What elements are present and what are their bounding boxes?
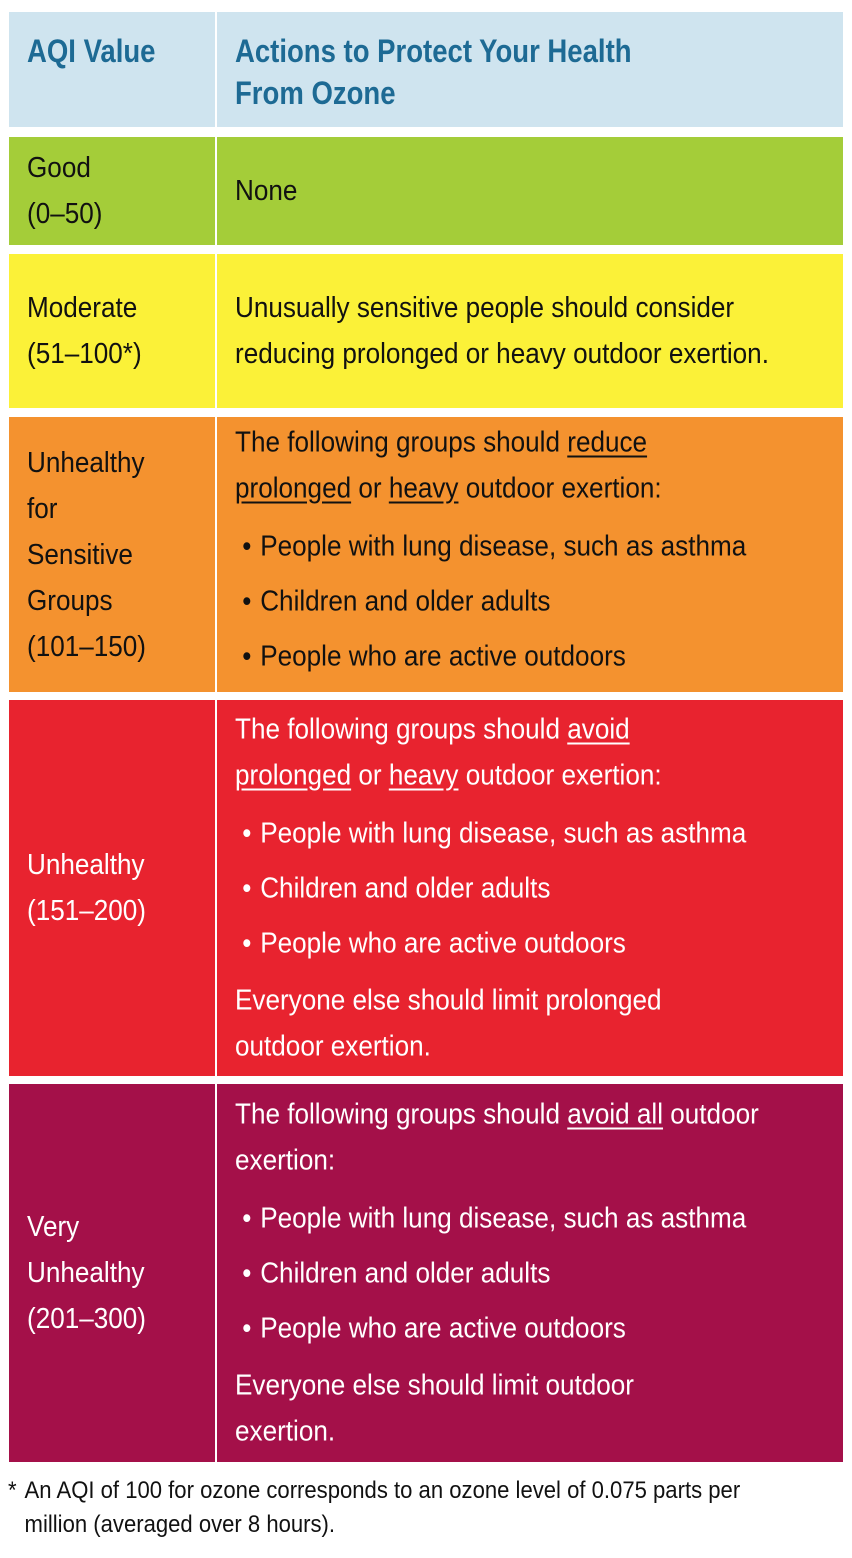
intro-text: outdoor exertion: — [235, 1098, 759, 1177]
table-row-unhealthy-sensitive: Unhealthy for Sensitive Groups (101–150)… — [9, 417, 843, 692]
aqi-level-name-line2: Unhealthy — [27, 1257, 145, 1289]
table-row-moderate: Moderate (51–100*) Unusually sensitive p… — [9, 254, 843, 408]
header-actions-line2: From Ozone — [235, 75, 396, 111]
sensitive-groups-list: People with lung disease, such as asthma… — [235, 807, 779, 972]
header-actions-line1: Actions to Protect Your Health — [235, 33, 632, 69]
action-intro: The following groups should avoid all ou… — [235, 1092, 775, 1184]
table-row-very-unhealthy: Very Unhealthy (201–300) The following g… — [9, 1084, 843, 1462]
intro-text: outdoor exertion: — [458, 759, 662, 792]
header-cell-aqi-value: AQI Value — [9, 12, 215, 127]
intro-text: The following groups should — [235, 1098, 568, 1131]
intro-underlined-intensity: heavy — [388, 759, 459, 792]
aqi-level-range: (0–50) — [27, 198, 103, 230]
aqi-ozone-table: AQI Value Actions to Protect Your Health… — [9, 12, 843, 1462]
action-cell-good: None — [217, 137, 843, 245]
list-item: People with lung disease, such as asthma — [260, 1192, 778, 1247]
intro-underlined-action: avoid all — [567, 1098, 664, 1131]
action-closing: Everyone else should limit outdoor exert… — [235, 1369, 634, 1448]
table-row-unhealthy: Unhealthy (151–200) The following groups… — [9, 700, 843, 1076]
aqi-level-cell-moderate: Moderate (51–100*) — [9, 254, 215, 408]
header-cell-actions: Actions to Protect Your Health From Ozon… — [217, 12, 843, 127]
aqi-level-cell-very-unhealthy: Very Unhealthy (201–300) — [9, 1084, 215, 1462]
intro-underlined-action: avoid prolonged — [235, 713, 630, 792]
intro-text: outdoor exertion: — [458, 472, 662, 504]
table-row-good: Good (0–50) None — [9, 137, 843, 245]
aqi-level-range: (151–200) — [27, 895, 146, 927]
list-item: People who are active outdoors — [260, 1302, 778, 1357]
sensitive-groups-list: People with lung disease, such as asthma… — [235, 519, 779, 684]
sensitive-groups-list: People with lung disease, such as asthma… — [235, 1192, 779, 1357]
aqi-level-name: Good — [27, 152, 91, 184]
aqi-level-range: (201–300) — [27, 1303, 146, 1335]
aqi-level-name-line4: Groups — [27, 584, 113, 617]
aqi-level-cell-usg: Unhealthy for Sensitive Groups (101–150) — [9, 417, 215, 692]
header-aqi-value: AQI Value — [27, 33, 156, 69]
list-item: Children and older adults — [260, 574, 778, 629]
intro-underlined-action: reduce prolonged — [235, 426, 648, 504]
list-item: Children and older adults — [260, 1247, 778, 1302]
action-cell-usg: The following groups should reduce prolo… — [217, 417, 843, 692]
intro-text: or — [351, 759, 389, 792]
action-cell-unhealthy: The following groups should avoid prolon… — [217, 700, 843, 1076]
list-item: People with lung disease, such as asthma — [260, 807, 778, 862]
list-item: People with lung disease, such as asthma — [260, 519, 778, 574]
action-text: Unusually sensitive people should consid… — [235, 292, 769, 370]
action-cell-very-unhealthy: The following groups should avoid all ou… — [217, 1084, 843, 1462]
intro-underlined-intensity: heavy — [388, 472, 459, 504]
footnote-text: An AQI of 100 for ozone corresponds to a… — [24, 1477, 741, 1538]
aqi-level-cell-unhealthy: Unhealthy (151–200) — [9, 700, 215, 1076]
list-item: People who are active outdoors — [260, 629, 778, 684]
action-text: None — [235, 175, 298, 207]
aqi-level-range: (51–100*) — [27, 338, 142, 370]
intro-text: The following groups should — [235, 713, 568, 746]
footnote-marker: * — [8, 1477, 17, 1504]
aqi-level-name-line3: Sensitive — [27, 538, 133, 571]
action-closing: Everyone else should limit prolonged out… — [235, 984, 662, 1063]
list-item: Children and older adults — [260, 862, 778, 917]
table-header-row: AQI Value Actions to Protect Your Health… — [9, 12, 843, 127]
aqi-level-cell-good: Good (0–50) — [9, 137, 215, 245]
aqi-level-name: Unhealthy — [27, 849, 145, 881]
intro-text: or — [351, 472, 389, 504]
list-item: People who are active outdoors — [260, 917, 778, 972]
intro-text: The following groups should — [235, 426, 568, 458]
aqi-level-name-line2: for — [27, 492, 58, 525]
action-cell-moderate: Unusually sensitive people should consid… — [217, 254, 843, 408]
footnote: * An AQI of 100 for ozone corresponds to… — [8, 1474, 777, 1542]
action-intro: The following groups should avoid prolon… — [235, 707, 739, 799]
aqi-level-name-line1: Unhealthy — [27, 446, 145, 479]
aqi-level-name-line1: Very — [27, 1211, 80, 1243]
action-intro: The following groups should reduce prolo… — [235, 419, 739, 511]
aqi-level-name: Moderate — [27, 292, 138, 324]
aqi-level-range: (101–150) — [27, 630, 146, 663]
